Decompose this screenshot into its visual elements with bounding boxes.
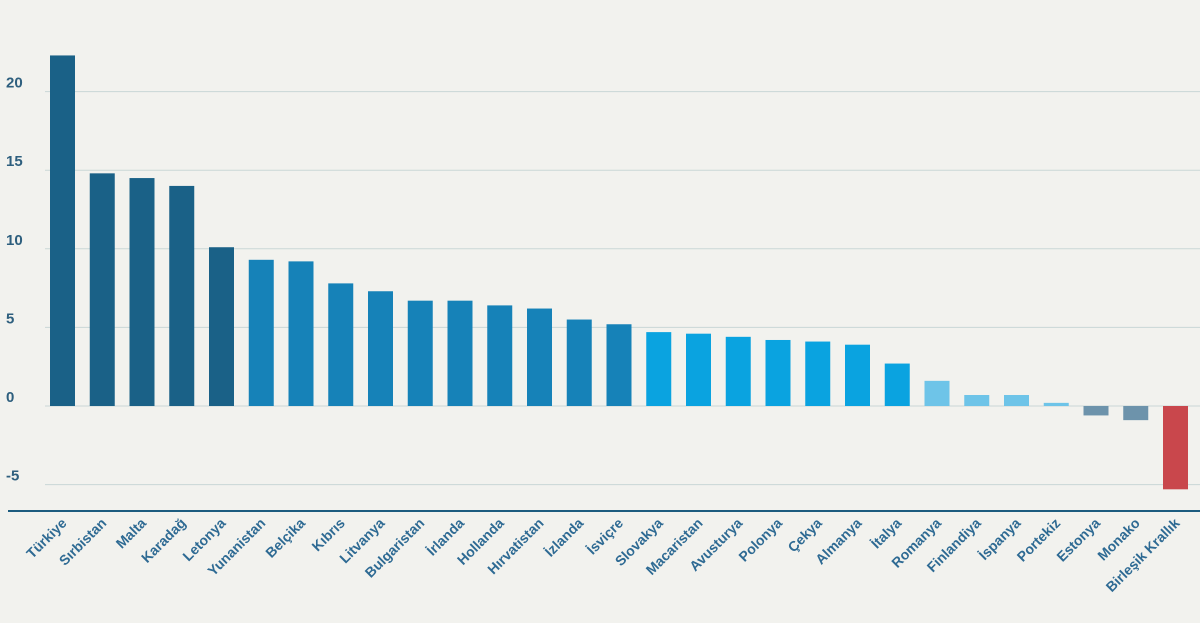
bar	[646, 332, 672, 406]
x-tick-label: İtalya	[868, 515, 905, 552]
y-tick-label: 15	[6, 153, 23, 170]
bar	[368, 291, 393, 406]
bar	[725, 336, 751, 406]
bars	[50, 55, 1188, 490]
bar	[169, 185, 195, 406]
bar	[1004, 394, 1029, 406]
x-tick-label: Belçika	[262, 515, 308, 561]
x-tick-label: Polonya	[735, 515, 785, 565]
x-tick-label: Birleşik Krallık	[1103, 515, 1183, 595]
bar	[1083, 406, 1109, 416]
y-tick-label: 0	[6, 389, 14, 406]
bar	[407, 300, 433, 406]
bar	[50, 55, 75, 406]
bar	[89, 173, 115, 406]
bar	[487, 305, 513, 406]
bar	[328, 283, 354, 406]
bar	[686, 333, 711, 406]
bar	[765, 339, 791, 406]
bar	[209, 247, 234, 406]
bar	[527, 308, 552, 406]
bar	[606, 324, 632, 406]
x-tick-label: Karadağ	[138, 515, 189, 566]
y-tick-label: 5	[6, 310, 14, 327]
x-tick-label: Estonya	[1053, 515, 1103, 565]
bar	[964, 394, 990, 406]
bar	[1043, 402, 1069, 406]
x-tick-label: Malta	[112, 515, 149, 552]
x-tick-label: İzlanda	[541, 515, 586, 560]
bar	[288, 261, 314, 406]
bar	[129, 178, 155, 406]
y-tick-label: 20	[6, 75, 23, 92]
bar	[566, 319, 592, 406]
bar	[845, 344, 870, 406]
bar	[248, 259, 274, 406]
bar	[1163, 406, 1188, 490]
y-tick-label: -5	[6, 468, 19, 485]
y-tick-label: 10	[6, 232, 23, 249]
bar	[1123, 406, 1149, 421]
bar	[805, 341, 831, 406]
y-axis-ticks: -5 0 5 10 15 20	[6, 75, 23, 485]
bar	[884, 363, 910, 406]
bar	[924, 380, 950, 406]
bar	[447, 300, 473, 406]
